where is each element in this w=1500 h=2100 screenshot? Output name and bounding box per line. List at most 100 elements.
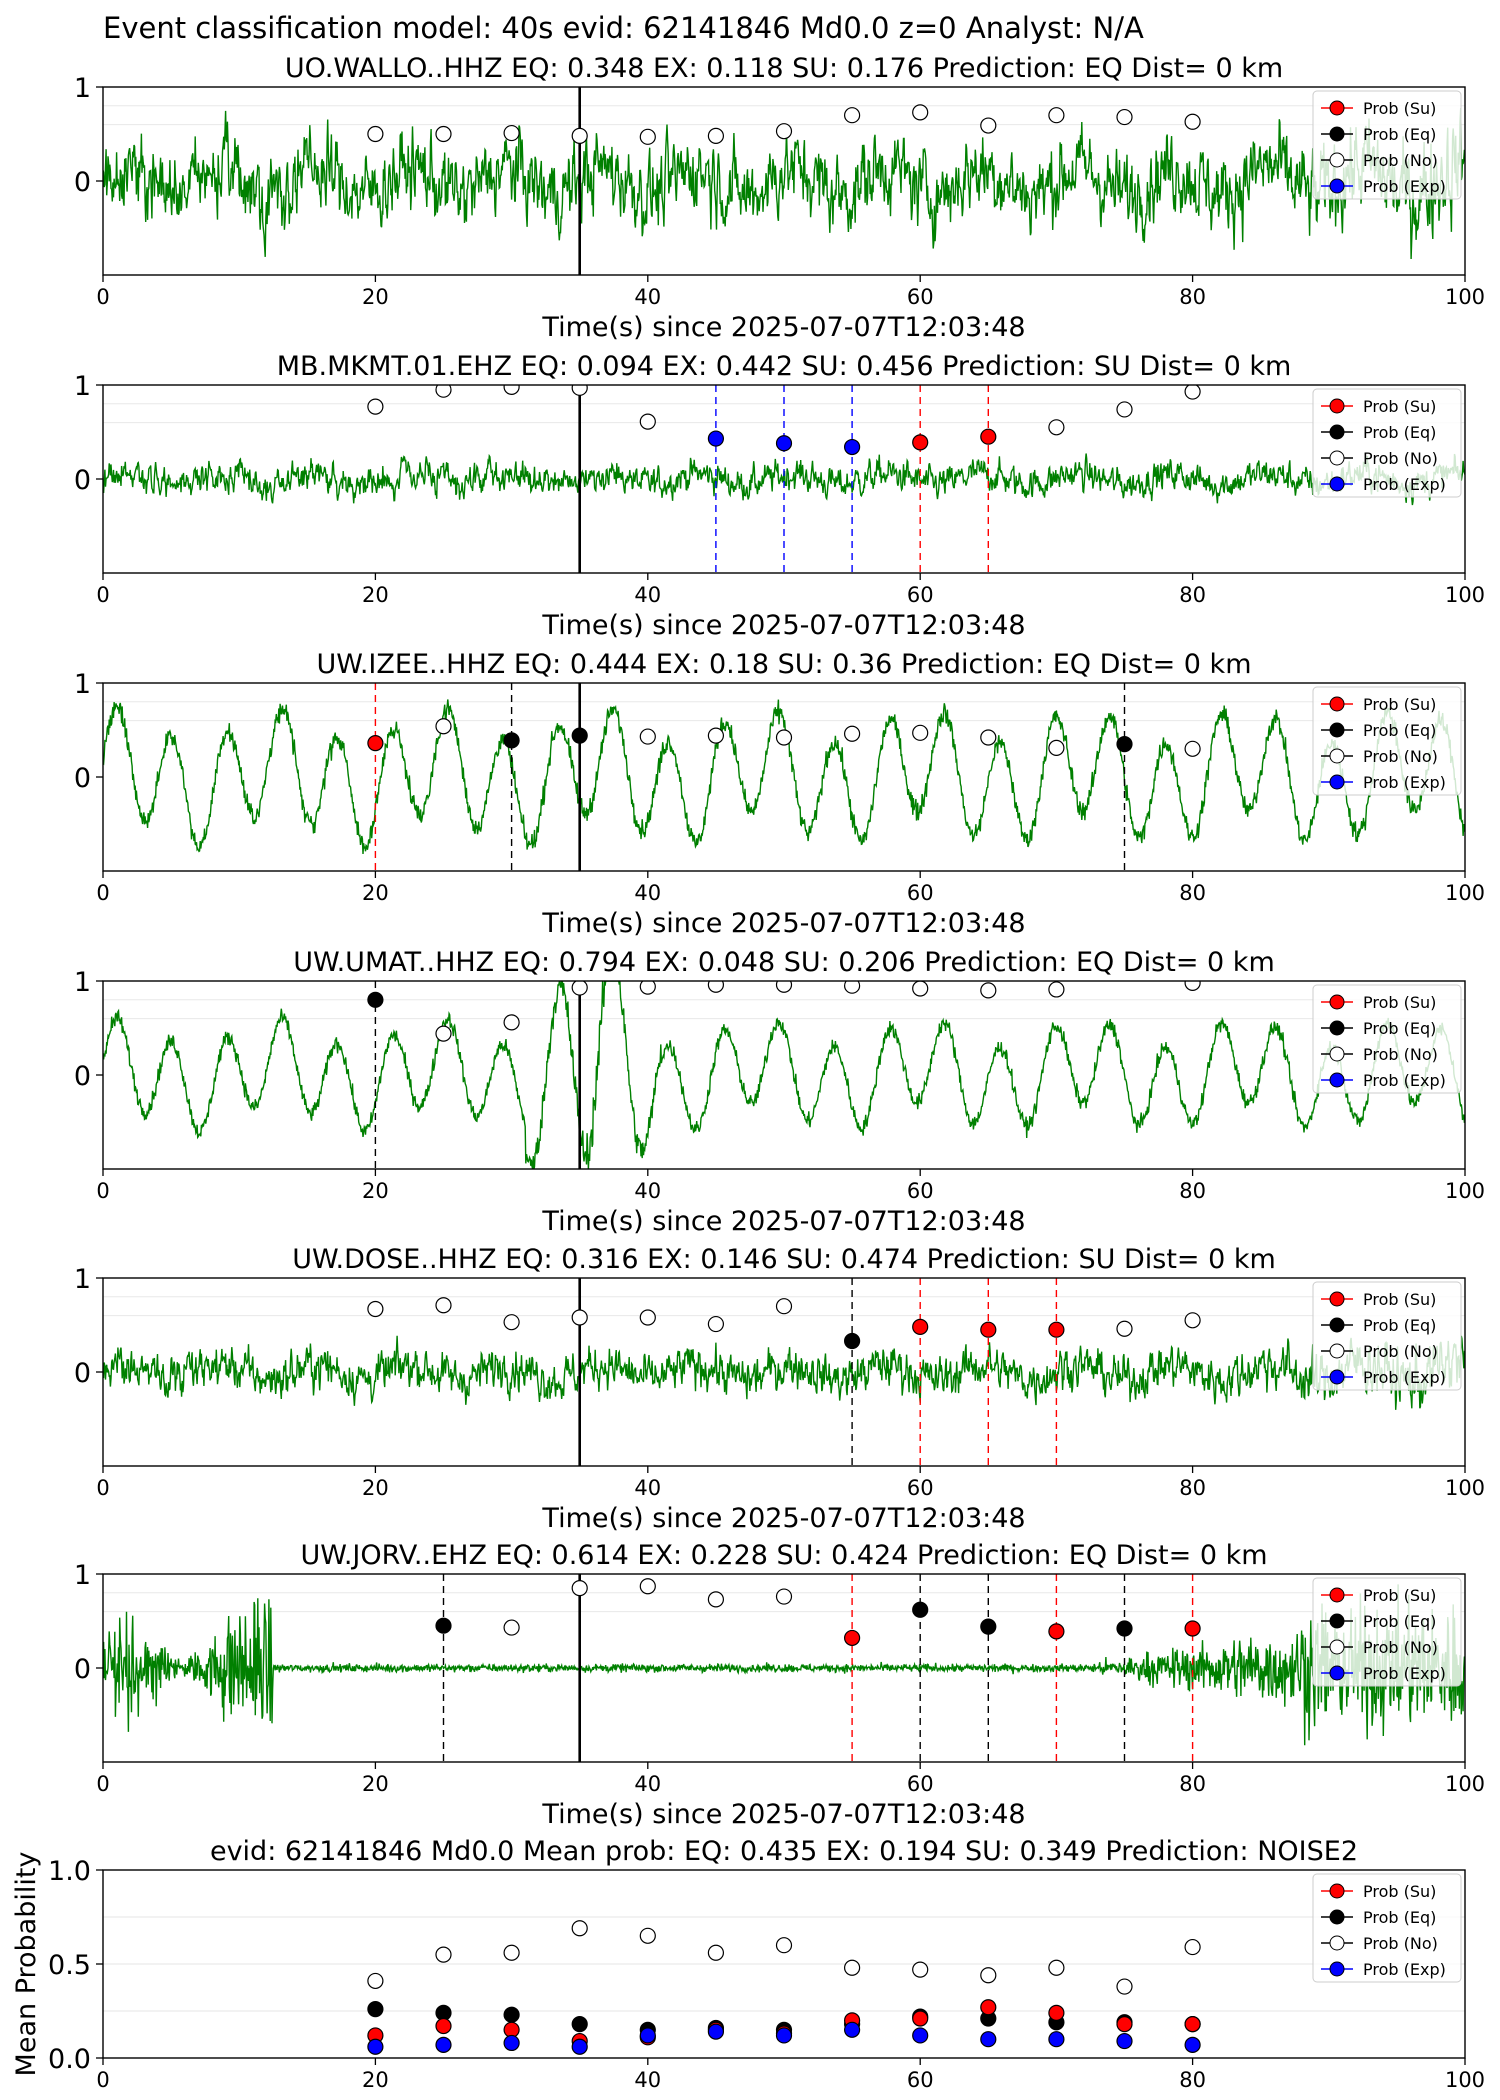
- su-prob-marker: [980, 428, 997, 445]
- noise-prob-marker: [843, 107, 861, 124]
- noise-prob-marker: [980, 729, 997, 746]
- x-tick-label: 40: [634, 1772, 661, 1796]
- noise-prob-marker: [639, 128, 656, 145]
- eq-prob-marker: [1116, 735, 1133, 753]
- noise-prob-marker: [1048, 419, 1065, 436]
- legend-label: Prob (No): [1363, 1638, 1438, 1657]
- x-tick-label: 80: [1179, 1179, 1206, 1203]
- noise-prob-marker: [571, 1920, 588, 1937]
- su-prob-marker: [1048, 2004, 1065, 2021]
- y-tick-label: 0: [74, 763, 91, 794]
- plot-area: [103, 87, 1465, 275]
- noise-prob-marker: [1048, 981, 1065, 998]
- legend-box: [1312, 686, 1462, 796]
- panel-title: UW.JORV..EHZ EQ: 0.614 EX: 0.228 SU: 0.4…: [300, 1540, 1267, 1571]
- legend-marker: [1329, 476, 1345, 492]
- noise-prob-marker: [912, 724, 929, 741]
- x-tick-label: 80: [1179, 1772, 1206, 1796]
- noise-prob-marker: [435, 1297, 452, 1314]
- waveform-trace: [103, 1584, 1465, 1746]
- legend-label: Prob (Su): [1363, 397, 1436, 416]
- x-axis-label: Time(s) since 2025-07-07T12:03:48: [541, 908, 1025, 939]
- noise-prob-marker: [639, 728, 656, 745]
- legend-marker: [1329, 178, 1345, 194]
- waveform-trace: [103, 1335, 1465, 1410]
- legend-label: Prob (No): [1363, 449, 1438, 468]
- x-tick-label: 80: [1179, 1476, 1206, 1500]
- plot-area: [103, 683, 1465, 871]
- legend-marker: [1329, 1613, 1345, 1629]
- noise-prob-marker: [435, 385, 452, 398]
- x-axis-label: Time(s) since 2025-07-07T12:03:48: [541, 610, 1025, 641]
- panel-title: MB.MKMT.01.EHZ EQ: 0.094 EX: 0.442 SU: 0…: [277, 351, 1292, 382]
- noise-prob-marker: [571, 385, 588, 396]
- x-tick-label: 80: [1179, 583, 1206, 607]
- noise-prob-marker: [1116, 401, 1133, 418]
- noise-prob-marker: [1184, 113, 1201, 130]
- x-tick-label: 60: [907, 285, 934, 309]
- noise-prob-marker: [639, 981, 656, 995]
- noise-prob-marker: [503, 1314, 520, 1331]
- legend-marker: [1329, 696, 1345, 712]
- legend-label: Prob (Eq): [1363, 125, 1436, 144]
- su-prob-marker: [1116, 2016, 1133, 2033]
- y-tick-label: 1.0: [48, 1856, 91, 1887]
- su-prob-marker: [1184, 1620, 1201, 1637]
- exp-prob-marker: [912, 2027, 929, 2044]
- legend-marker: [1329, 152, 1345, 168]
- x-tick-label: 20: [362, 1179, 389, 1203]
- x-tick-label: 100: [1445, 285, 1485, 309]
- x-tick-label: 60: [907, 1476, 934, 1500]
- legend-marker: [1329, 1020, 1345, 1036]
- legend-label: Prob (No): [1363, 151, 1438, 170]
- y-tick-label: 0: [74, 465, 91, 496]
- x-tick-label: 100: [1445, 881, 1485, 905]
- eq-prob-marker: [503, 2006, 520, 2023]
- legend-marker: [1329, 1317, 1345, 1333]
- x-tick-label: 60: [907, 1179, 934, 1203]
- chart-panel-2: MB.MKMT.01.EHZ EQ: 0.094 EX: 0.442 SU: 0…: [74, 351, 1485, 641]
- legend-label: Prob (Su): [1363, 993, 1436, 1012]
- legend-marker: [1329, 1072, 1345, 1088]
- noise-prob-marker: [912, 981, 929, 997]
- x-axis-label: Time(s) since 2025-07-07T12:03:48: [541, 1799, 1025, 1830]
- exp-prob-marker: [707, 430, 725, 447]
- y-tick-label: 1: [74, 1264, 91, 1295]
- legend-marker: [1329, 1883, 1345, 1899]
- y-tick-label: 0.5: [48, 1950, 91, 1981]
- y-tick-label: 1: [74, 1560, 91, 1591]
- legend-marker: [1329, 450, 1345, 466]
- x-tick-label: 40: [634, 2068, 661, 2092]
- legend-label: Prob (Exp): [1363, 1071, 1446, 1090]
- x-tick-label: 60: [907, 583, 934, 607]
- noise-prob-marker: [980, 117, 997, 134]
- plot-area: [103, 1574, 1465, 1762]
- noise-prob-marker: [503, 124, 520, 142]
- legend-label: Prob (Su): [1363, 1882, 1436, 1901]
- legend-label: Prob (Eq): [1363, 1612, 1436, 1631]
- noise-prob-marker: [912, 104, 929, 121]
- chart-panel-5: UW.DOSE..HHZ EQ: 0.316 EX: 0.146 SU: 0.4…: [74, 1244, 1485, 1534]
- noise-prob-marker: [503, 1619, 520, 1636]
- noise-prob-marker: [775, 1298, 793, 1315]
- legend: Prob (Su) Prob (Eq) Prob (No) Prob (Exp): [1312, 1281, 1462, 1391]
- noise-prob-marker: [707, 981, 724, 993]
- y-tick-label: 1: [74, 73, 91, 104]
- noise-prob-marker: [1116, 108, 1133, 126]
- legend-marker: [1329, 748, 1345, 764]
- noise-prob-marker: [639, 1927, 656, 1944]
- eq-prob-marker: [367, 2001, 384, 2018]
- legend: Prob (Su) Prob (Eq) Prob (No) Prob (Exp): [1312, 1577, 1462, 1687]
- x-tick-label: 20: [362, 285, 389, 309]
- noise-prob-marker: [571, 1309, 588, 1326]
- noise-prob-marker: [503, 385, 520, 395]
- noise-prob-marker: [980, 982, 997, 999]
- legend-marker: [1329, 1909, 1345, 1925]
- legend-label: Prob (Eq): [1363, 1316, 1436, 1335]
- x-tick-label: 100: [1445, 1179, 1485, 1203]
- exp-prob-marker: [843, 438, 861, 456]
- legend-marker: [1329, 1046, 1345, 1062]
- eq-prob-marker: [571, 2016, 588, 2033]
- x-tick-label: 0: [96, 2068, 109, 2092]
